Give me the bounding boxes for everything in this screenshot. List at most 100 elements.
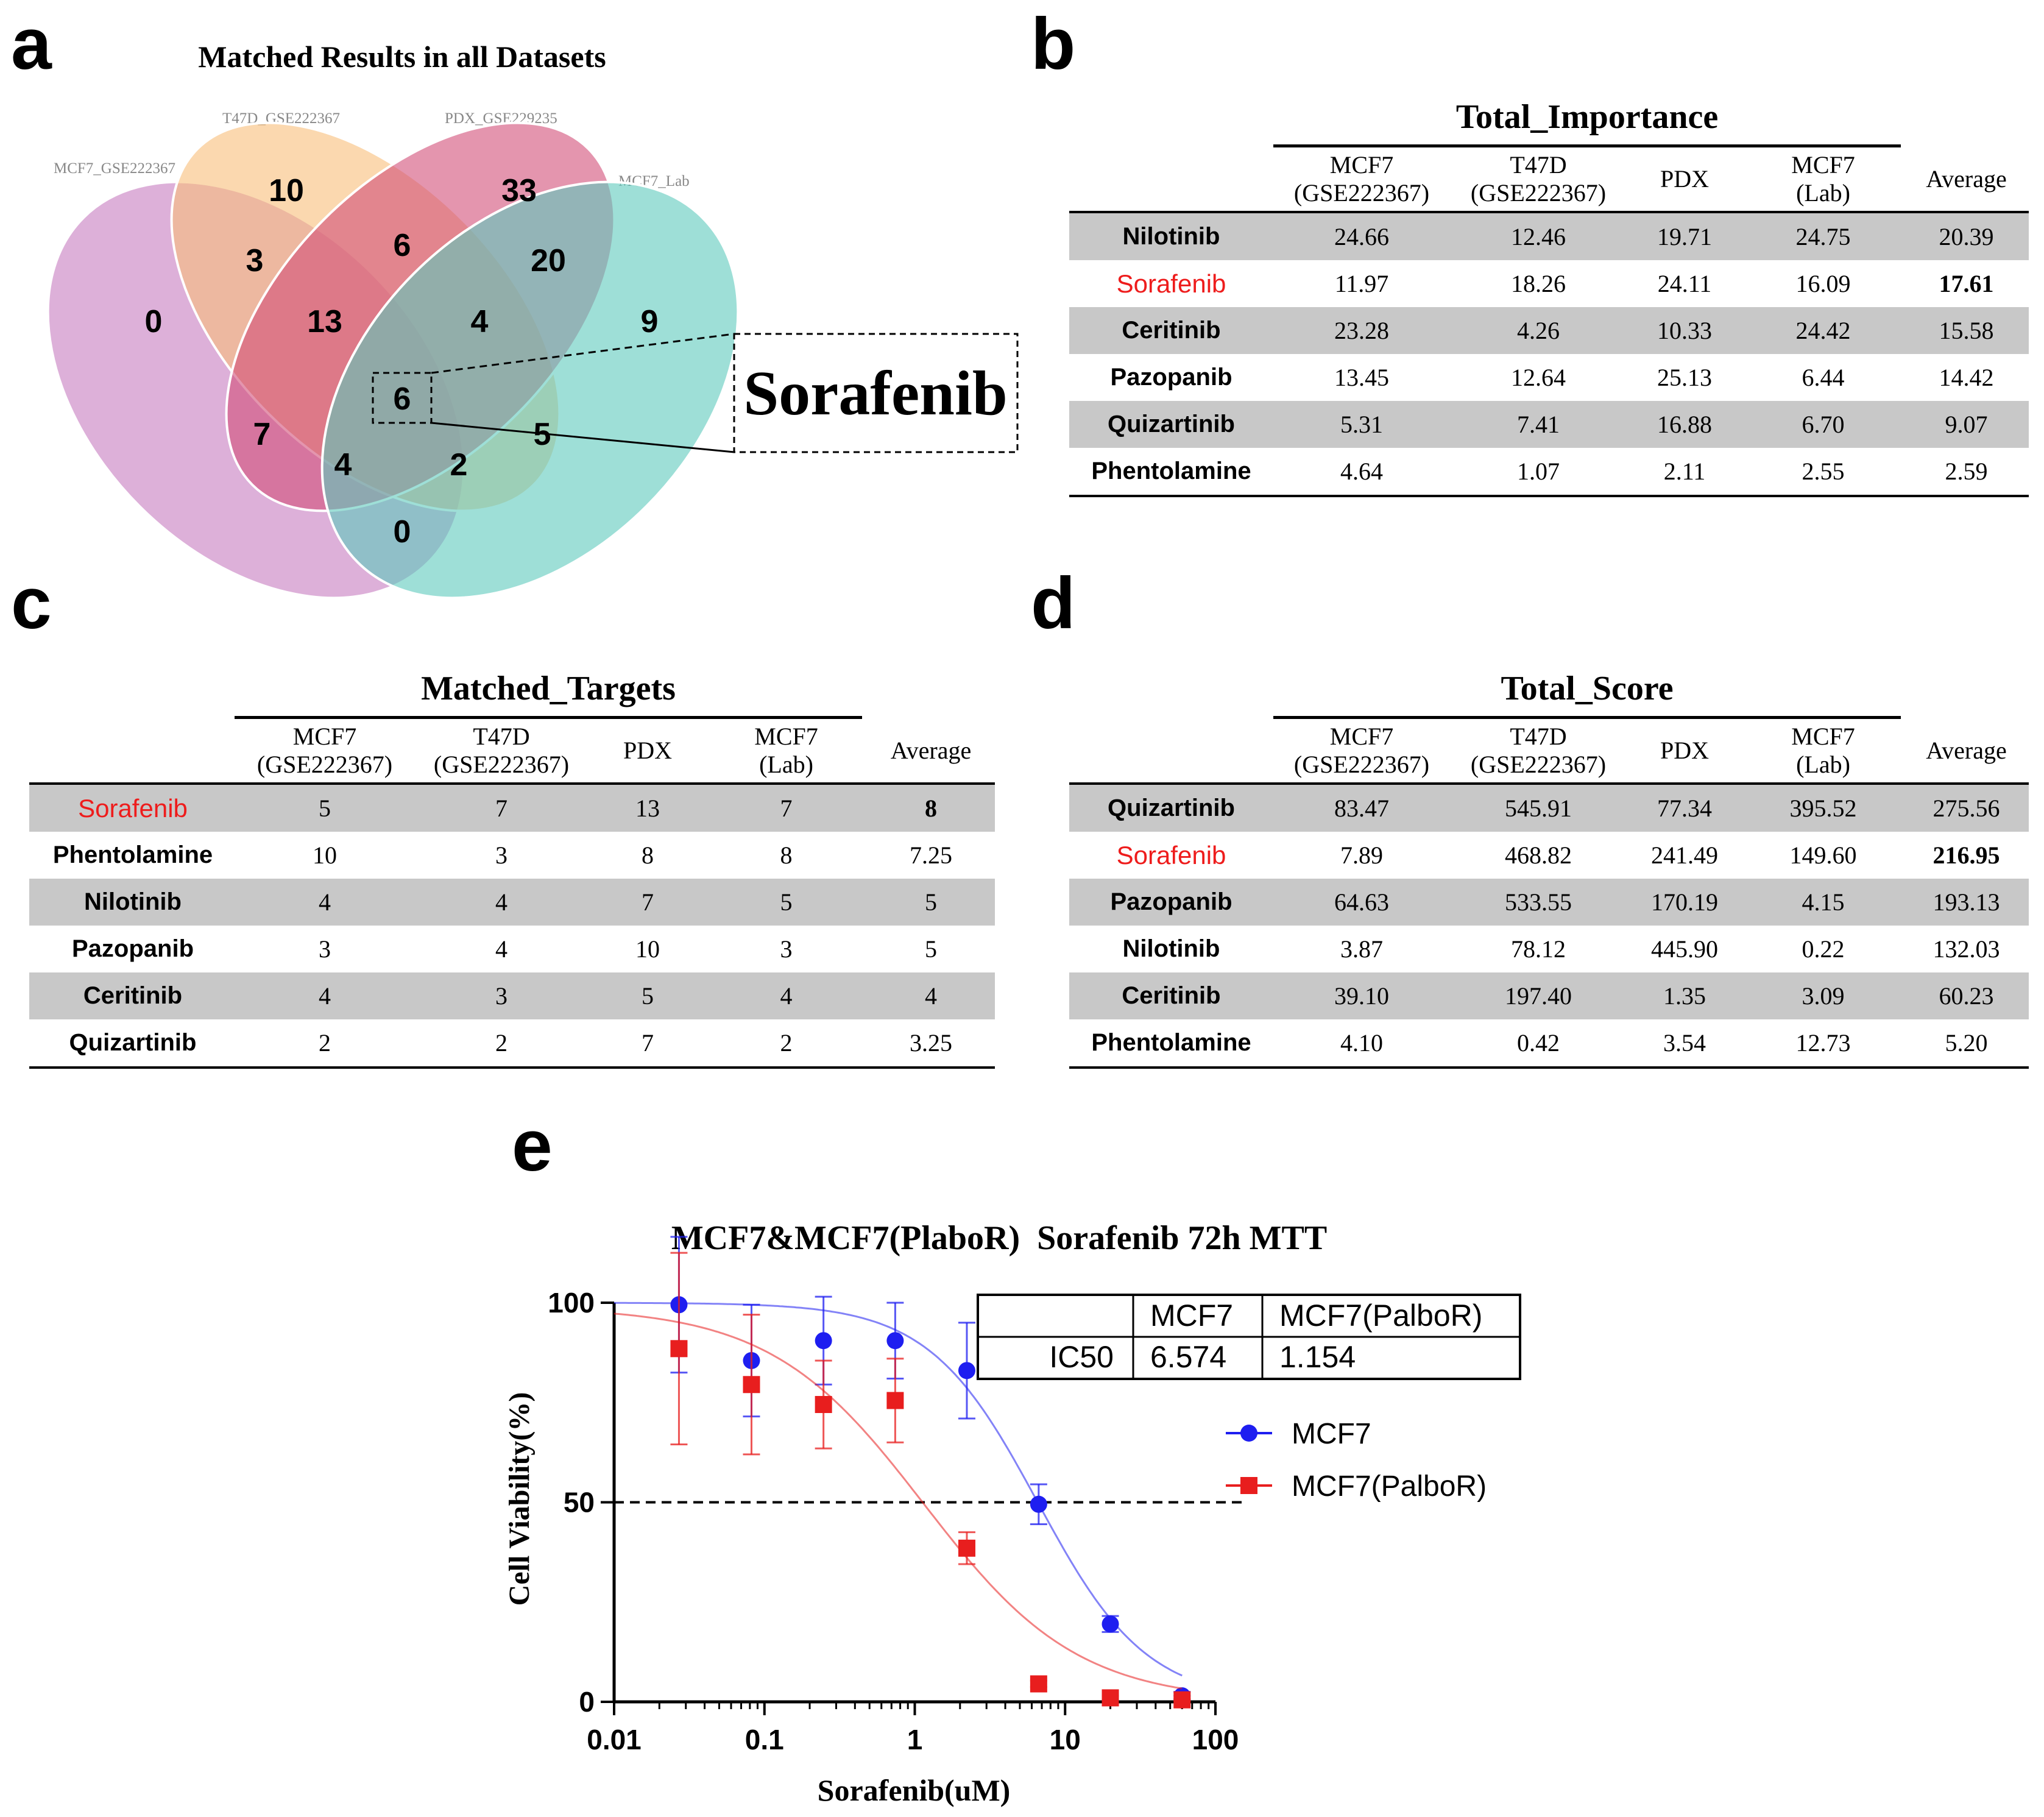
value-cell: 2 — [780, 1029, 793, 1057]
average-cell: 275.56 — [1904, 784, 2029, 832]
venn-count-all: 6 — [394, 381, 411, 417]
value-cell: 10 — [313, 841, 337, 869]
value-cell: 545.91 — [1450, 784, 1627, 832]
average-cell: 14.42 — [1939, 364, 1994, 391]
average-cell: 2.59 — [1945, 458, 1988, 485]
value-cell: 8 — [642, 841, 654, 869]
table-row: Pazopanib 3 4 10 3 5 — [29, 926, 995, 972]
table-row: Sorafenib 11.97 18.26 24.11 16.09 17.61 — [1069, 260, 2029, 307]
value-cell: 4 — [413, 879, 590, 926]
value-cell: 16.88 — [1627, 401, 1742, 448]
panel-letter-b: b — [1031, 3, 1076, 85]
average-cell: 7.25 — [910, 841, 952, 869]
legend-marker-mcf7 — [1240, 1425, 1257, 1442]
value-cell: 7 — [590, 879, 705, 926]
value-cell: 445.90 — [1651, 935, 1718, 963]
average-cell: 216.95 — [1933, 841, 2000, 869]
table-d-title: Total_Score — [1501, 670, 1674, 707]
drug-name-cell: Nilotinib — [29, 879, 236, 926]
venn-count-lab-only: 9 — [641, 304, 659, 339]
table-c-header-t47d: T47D (GSE222367) — [433, 723, 570, 778]
table-c-header-average: Average — [890, 737, 972, 764]
drug-name-cell: Pazopanib — [71, 935, 194, 962]
table-c-title-rule — [235, 716, 862, 719]
value-cell: 10.33 — [1627, 307, 1742, 354]
panel-letter-a: a — [11, 3, 52, 85]
table-d-header-mcf7: MCF7 (GSE222367) — [1293, 723, 1430, 778]
drug-name-cell: Phentolamine — [1091, 458, 1251, 484]
drug-name-cell: Ceritinib — [1069, 307, 1273, 354]
value-cell: 241.49 — [1651, 841, 1718, 869]
value-cell: 3 — [413, 972, 590, 1019]
data-point-palbor — [958, 1539, 975, 1557]
table-row: Ceritinib 39.10 197.40 1.35 3.09 60.23 — [1069, 972, 2029, 1019]
value-cell: 16.09 — [1795, 270, 1851, 297]
venn-count-mcf7-t47d-lab: 2 — [450, 447, 468, 483]
table-row: Quizartinib 2 2 7 2 3.25 — [29, 1019, 995, 1068]
value-cell: 170.19 — [1627, 879, 1742, 926]
value-cell: 2 — [495, 1029, 507, 1057]
venn-callout-line-top — [431, 333, 735, 374]
value-cell: 19.71 — [1627, 212, 1742, 260]
chart-title: MCF7&MCF7(PlaboR) Sorafenib 72h MTT — [671, 1219, 1327, 1257]
legend-marker-palbor — [1240, 1477, 1257, 1494]
table-c: MCF7 (GSE222367) T47D (GSE222367) PDX MCF7… — [29, 719, 995, 1069]
value-cell: 4.64 — [1340, 458, 1383, 485]
x-tick-label: 0.1 — [745, 1724, 784, 1755]
value-cell: 468.82 — [1505, 841, 1572, 869]
value-cell: 1.35 — [1627, 972, 1742, 1019]
venn-count-pdx-lab: 20 — [531, 243, 566, 278]
drug-name-cell: Phentolamine — [1091, 1029, 1251, 1056]
table-d-header-t47d: T47D (GSE222367) — [1470, 723, 1607, 778]
table-d: MCF7 (GSE222367) T47D (GSE222367) PDX MCF7… — [1069, 719, 2029, 1069]
average-cell: 20.39 — [1904, 212, 2029, 260]
value-cell: 7 — [642, 1029, 654, 1057]
value-cell: 0.22 — [1802, 935, 1845, 963]
table-row: Pazopanib 13.45 12.64 25.13 6.44 14.42 — [1069, 354, 2029, 401]
fit-curve-palbor — [614, 1312, 1183, 1690]
average-cell: 193.13 — [1904, 879, 2029, 926]
value-cell: 11.97 — [1334, 270, 1389, 297]
legend-label-mcf7: MCF7 — [1292, 1418, 1371, 1450]
value-cell: 10 — [635, 935, 660, 963]
x-axis-label: Sorafenib(uM) — [818, 1773, 1011, 1807]
table-c-header-lab: MCF7 (Lab) — [754, 723, 818, 778]
drug-name-cell: Sorafenib — [29, 784, 236, 832]
table-b-title: Total_Importance — [1455, 98, 1719, 136]
table-row: Quizartinib 83.47 545.91 77.34 395.52 275.56 — [1069, 784, 2029, 832]
ic50-header-palbor: MCF7(PalboR) — [1279, 1298, 1482, 1333]
data-point-palbor — [670, 1340, 688, 1358]
venn-set-lab — [320, 180, 740, 600]
venn-diagram: Matched Results in all Datasets MCF7_GSE… — [46, 40, 1019, 600]
table-c-header-pdx: PDX — [623, 737, 673, 764]
value-cell: 64.63 — [1273, 879, 1450, 926]
x-tick-label: 100 — [1192, 1724, 1239, 1755]
drug-name-cell: Quizartinib — [69, 1029, 197, 1056]
value-cell: 149.60 — [1789, 841, 1857, 869]
value-cell: 78.12 — [1511, 935, 1566, 963]
average-cell: 5 — [867, 879, 995, 926]
drug-name-cell: Sorafenib — [1116, 840, 1226, 870]
value-cell: 5 — [590, 972, 705, 1019]
table-row: Nilotinib 4 4 7 5 5 — [29, 879, 995, 926]
venn-callout-box — [733, 333, 1019, 453]
table-b: MCF7 (GSE222367) T47D (GSE222367) PDX MCF7… — [1069, 147, 2029, 497]
drug-name-cell: Quizartinib — [1069, 401, 1273, 448]
value-cell: 5.31 — [1273, 401, 1450, 448]
table-d-title-rule — [1273, 716, 1901, 719]
value-cell: 39.10 — [1273, 972, 1450, 1019]
value-cell: 3.87 — [1340, 935, 1383, 963]
value-cell: 18.26 — [1511, 270, 1566, 297]
value-cell: 7 — [705, 784, 867, 832]
table-b-header-average: Average — [1926, 165, 2007, 193]
ic50-table: MCF7 MCF7(PalboR) IC50 6.574 1.154 — [977, 1294, 1521, 1380]
legend-label-palbor: MCF7(PalboR) — [1292, 1470, 1487, 1503]
data-point-palbor — [886, 1392, 904, 1409]
value-cell: 8 — [780, 841, 793, 869]
value-cell: 4 — [705, 972, 867, 1019]
table-row: Ceritinib 4 3 5 4 4 — [29, 972, 995, 1019]
venn-count-mcf7-only: 0 — [145, 304, 163, 339]
table-row: Phentolamine 10 3 8 8 7.25 — [29, 832, 995, 879]
table-c-header-mcf7: MCF7 (GSE222367) — [256, 723, 393, 778]
